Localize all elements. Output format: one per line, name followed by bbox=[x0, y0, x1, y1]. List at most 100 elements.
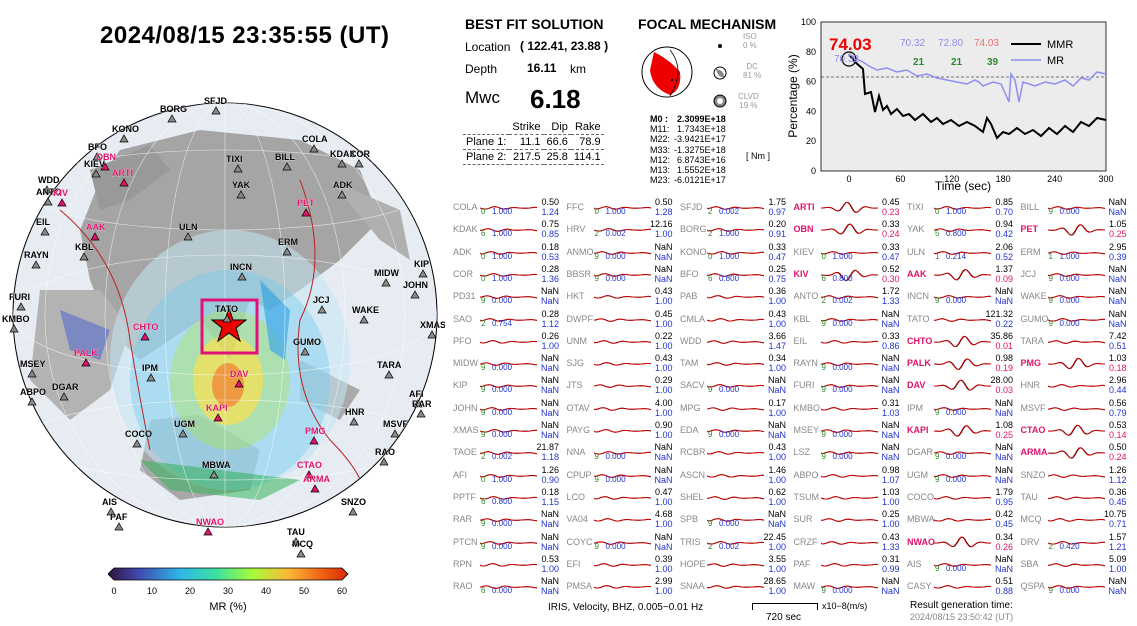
waveform-trace bbox=[1047, 540, 1105, 545]
waveform-trace bbox=[1047, 206, 1105, 210]
station-cell: SNAA 28.65 1.00 bbox=[677, 576, 790, 596]
station-max-amp: 0.36 bbox=[768, 286, 786, 297]
station-name: SBA bbox=[1020, 558, 1039, 569]
colorbar-tick: 40 bbox=[261, 586, 271, 596]
station-vr: 1.00 bbox=[1108, 563, 1127, 574]
map-station-label: TATO bbox=[215, 304, 238, 314]
station-cell: WDD 3.66 1.47 bbox=[677, 331, 790, 351]
station-cc: 0.800 bbox=[719, 273, 740, 283]
station-cc: 0.000 bbox=[1059, 318, 1080, 328]
station-cc: 0.000 bbox=[946, 296, 967, 306]
station-cc: 0.000 bbox=[605, 474, 626, 484]
station-marker-icon bbox=[119, 178, 129, 187]
tensor-key: M12: bbox=[650, 154, 671, 165]
station-cc: 0.000 bbox=[946, 407, 967, 417]
map-station-label: YAK bbox=[232, 180, 251, 190]
station-cell: MBWA 0.42 0.45 bbox=[904, 509, 1017, 529]
waveform-trace bbox=[820, 495, 878, 500]
station-max-amp: NaN bbox=[540, 397, 559, 408]
station-name: WAKE bbox=[1020, 291, 1047, 302]
colorbar-tick: 20 bbox=[185, 586, 195, 596]
waveform-trace bbox=[480, 384, 538, 389]
station-cell: COCO 1.79 0.95 bbox=[904, 486, 1017, 507]
station-name: AFI bbox=[453, 469, 468, 480]
station-name: PAB bbox=[680, 291, 698, 302]
plane2-label: Plane 2: bbox=[466, 151, 507, 163]
station-name: JOHN bbox=[453, 402, 478, 413]
station-max-amp: NaN bbox=[881, 442, 900, 453]
station-marker-icon bbox=[309, 144, 319, 153]
station-cell: EFI 0.39 1.00 bbox=[564, 554, 677, 574]
station-vr: 1.33 bbox=[881, 541, 900, 552]
tensor-value: 1.7343E+18 bbox=[677, 124, 726, 135]
waveform-trace bbox=[934, 206, 992, 210]
station-count: 9 bbox=[821, 430, 826, 439]
station-max-amp: 0.33 bbox=[881, 241, 900, 252]
station-cc: 0.800 bbox=[946, 229, 967, 239]
colorbar-tick: 60 bbox=[337, 586, 347, 596]
station-marker-icon bbox=[213, 413, 223, 422]
station-max-amp: 1.79 bbox=[995, 486, 1013, 497]
station-max-amp: 2.99 bbox=[654, 576, 673, 587]
station-name: COCO bbox=[907, 491, 934, 502]
station-cell: PAYG 0.90 1.00 bbox=[564, 420, 677, 440]
station-cc: 0.000 bbox=[832, 385, 853, 395]
station-vr: 1.00 bbox=[881, 496, 900, 507]
station-max-amp: 4.68 bbox=[654, 509, 673, 520]
station-marker-icon bbox=[183, 232, 193, 241]
map-station-label: ADK bbox=[333, 180, 353, 190]
station-cell: NWAO 0.34 0.26 bbox=[904, 532, 1017, 552]
station-count: 9 bbox=[935, 452, 940, 462]
station-marker-icon bbox=[413, 399, 423, 408]
station-max-amp: 0.18 bbox=[541, 241, 559, 252]
station-cell: PAF 0.31 0.99 bbox=[791, 554, 904, 574]
station-max-amp: 0.52 bbox=[881, 263, 900, 274]
moment-tensor-unit: [ Nm ] bbox=[746, 151, 770, 161]
station-marker-icon bbox=[222, 314, 232, 323]
station-marker-icon bbox=[178, 429, 188, 438]
station-name: DWPF bbox=[566, 313, 594, 324]
station-cell: VA04 4.68 1.00 bbox=[564, 509, 677, 529]
focal-mechanism-title: FOCAL MECHANISM bbox=[638, 16, 777, 32]
station-cell: KAPI 1.08 0.25 bbox=[904, 420, 1017, 440]
station-vr: 1.00 bbox=[541, 563, 559, 574]
station-cc: 0.000 bbox=[492, 519, 513, 529]
waveform-trace bbox=[1047, 496, 1105, 500]
station-marker-icon bbox=[349, 417, 359, 426]
station-max-amp: NaN bbox=[994, 464, 1013, 475]
station-cell: TAU 0.36 0.45 bbox=[1018, 487, 1131, 507]
station-vr: 0.44 bbox=[1108, 385, 1127, 396]
waveform-trace bbox=[934, 536, 991, 547]
station-name: ERM bbox=[1020, 246, 1041, 257]
station-count: 9 bbox=[1048, 586, 1053, 596]
magnitude-label: Mwc bbox=[465, 88, 500, 107]
station-name: MIDW bbox=[453, 358, 478, 369]
station-cell: DGAR 9 0.000 NaN NaN bbox=[904, 442, 1017, 462]
station-cc: 0.002 bbox=[492, 452, 513, 462]
colorbar-label: MR (%) bbox=[209, 601, 246, 613]
station-max-amp: 1.26 bbox=[1108, 464, 1127, 475]
map-station-label: OBN bbox=[96, 152, 116, 162]
station-max-amp: 0.50 bbox=[654, 197, 673, 207]
nodal-planes-table: Strike Dip Rake Plane 1: 11.1 66.6 78.9 Plane… bbox=[463, 120, 604, 165]
station-cell: JCJ 9 0.000 NaN NaN bbox=[1018, 264, 1131, 284]
station-marker-icon bbox=[91, 169, 101, 178]
waveform-trace bbox=[593, 384, 651, 389]
station-name: KIP bbox=[453, 380, 468, 391]
station-cell: JTS 0.29 1.00 bbox=[564, 375, 677, 395]
station-max-amp: 0.43 bbox=[654, 286, 673, 297]
station-cc: 0.000 bbox=[719, 519, 740, 529]
station-vr: NaN bbox=[994, 296, 1013, 307]
station-vr: 0.47 bbox=[768, 251, 786, 262]
station-max-amp: NaN bbox=[654, 263, 673, 274]
source-region-box bbox=[200, 298, 259, 355]
station-vr: 1.00 bbox=[654, 496, 673, 507]
station-cell: SBA 5.09 1.00 bbox=[1018, 554, 1131, 574]
station-vr: 1.00 bbox=[768, 474, 786, 485]
y-tick: 60 bbox=[806, 77, 816, 87]
station-marker-icon bbox=[309, 436, 319, 445]
waveform-trace bbox=[480, 362, 538, 366]
station-cell: CMLA 0.43 1.00 bbox=[677, 309, 790, 329]
map-station-label: TARA bbox=[377, 360, 402, 370]
waveform-trace bbox=[820, 362, 878, 366]
